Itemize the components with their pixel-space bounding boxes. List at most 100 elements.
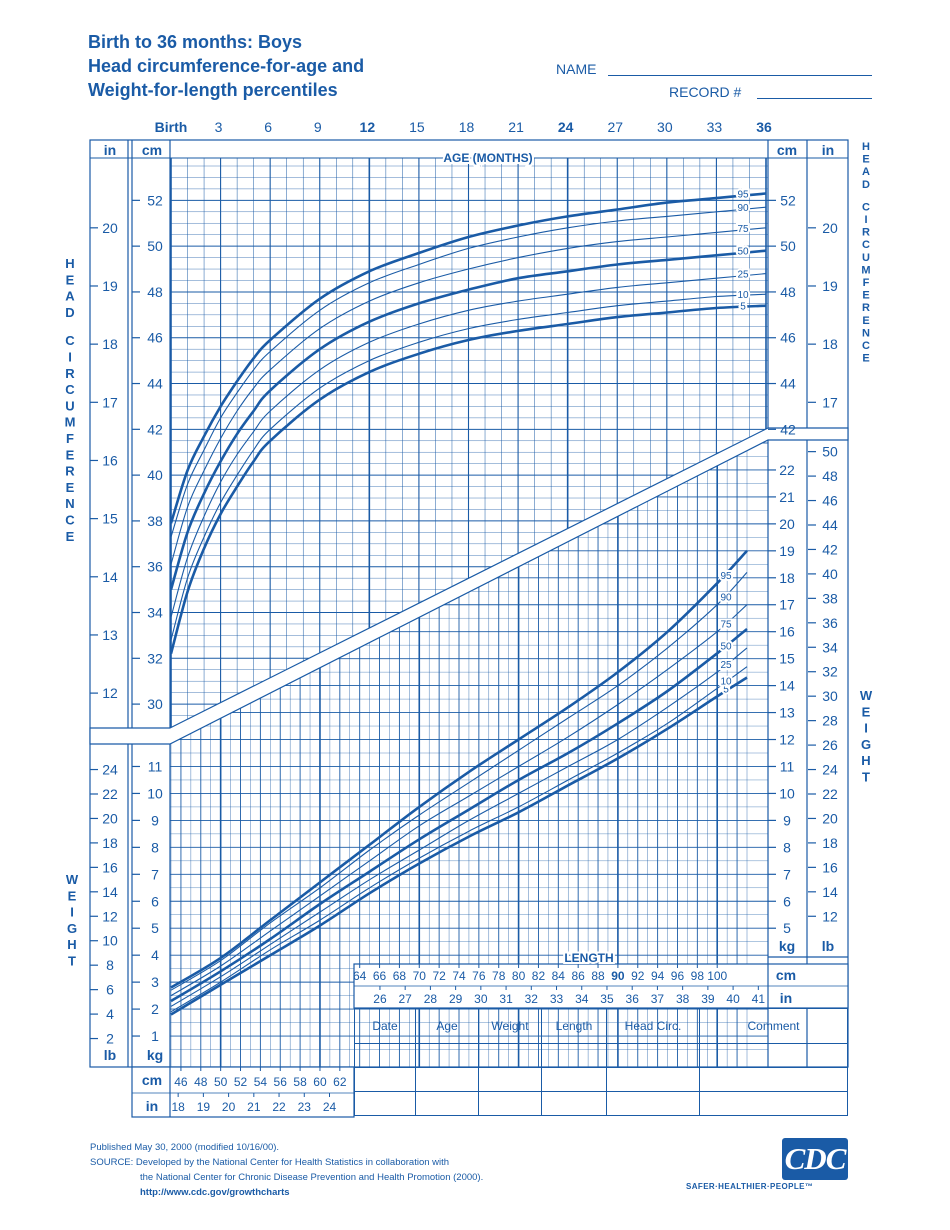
weight-lb-tick-right: 16 [822, 859, 838, 875]
hc-side-letter-right: I [864, 214, 867, 226]
hc-side-letter: A [65, 289, 75, 304]
hc-in-tick: 18 [102, 336, 118, 352]
length-in-tick: 40 [726, 992, 740, 1006]
hc-curve-p75 [170, 227, 767, 565]
weight-kg-tick-right: 14 [779, 678, 795, 694]
hc-side-letter-right: C [862, 239, 870, 251]
weight-kg-tick: 3 [151, 974, 159, 990]
hc-curve-p5 [169, 304, 767, 655]
title-line-2: Head circumference-for-age and [88, 56, 365, 76]
hc-side-letter: I [68, 350, 72, 365]
age-tick-label: 24 [558, 119, 574, 135]
record-table: Date Age Weight Length Head Circ. Commen… [354, 1008, 848, 1116]
footer-url[interactable]: http://www.cdc.gov/growthcharts [140, 1187, 290, 1198]
length-cm-tick: 100 [707, 969, 727, 983]
weight-kg-tick: 8 [151, 839, 159, 855]
weight-lb-tick-right: 50 [822, 444, 838, 460]
hc-side-letter-right: U [862, 252, 870, 264]
age-tick-label: 21 [508, 119, 524, 135]
hc-in-tick: 13 [102, 627, 118, 643]
weight-percentile-label: 25 [720, 660, 732, 671]
hc-in-tick-right: 20 [822, 220, 838, 236]
weight-lb-tick: 22 [102, 786, 118, 802]
length-in-tick: 41 [752, 992, 766, 1006]
region-divider [89, 427, 849, 745]
length-cm-tick: 76 [472, 969, 486, 983]
weight-lb-tick-right: 18 [822, 835, 838, 851]
record-field[interactable] [757, 98, 872, 99]
table-row[interactable] [354, 1067, 848, 1092]
hc-side-letter: F [66, 431, 74, 446]
hc-side-letter: N [65, 496, 74, 511]
hc-cm-tick: 50 [147, 238, 163, 254]
hc-in-tick: 14 [102, 569, 118, 585]
weight-lb-tick: 4 [106, 1006, 114, 1022]
col-age: Age [415, 1008, 479, 1044]
weight-percentile-label: 5 [723, 684, 729, 695]
weight-kg-tick-right: 5 [783, 920, 791, 936]
hc-in-tick-right: 19 [822, 278, 838, 294]
weight-lb-tick: 2 [106, 1031, 114, 1047]
length-axis-label: LENGTH [564, 951, 613, 965]
table-row[interactable] [354, 1091, 848, 1116]
hc-percentile-label: 95 [737, 189, 749, 200]
hc-cm-tick-right: 48 [780, 284, 796, 300]
age-tick-label: 12 [360, 119, 376, 135]
weight-kg-tick: 11 [148, 758, 163, 774]
cdc-tagline: SAFER·HEALTHIER·PEOPLE™ [686, 1182, 814, 1191]
weight-lb-tick-right: 20 [822, 810, 838, 826]
weight-kg-tick-right: 7 [783, 866, 791, 882]
weight-lb-tick-right: 30 [822, 688, 838, 704]
length-cm-tick: 68 [393, 969, 407, 983]
length-cm-tick: 74 [452, 969, 466, 983]
hc-cm-tick: 48 [147, 284, 163, 300]
weight-lb-tick-right: 32 [822, 664, 838, 680]
length-in-tick: 35 [600, 992, 614, 1006]
hc-in-tick-right: 18 [822, 336, 838, 352]
hc-side-letter-right: E [862, 353, 869, 365]
weight-lb-tick-right: 28 [822, 713, 838, 729]
hc-in-tick: 20 [102, 220, 118, 236]
weight-lb-tick-right: 22 [822, 786, 838, 802]
weight-side-letter-right: T [862, 770, 870, 785]
length-cm-tick: 96 [671, 969, 685, 983]
weight-lb-tick: 8 [106, 957, 114, 973]
hc-side-letter-right: A [862, 166, 870, 178]
weight-kg-tick: 7 [151, 866, 159, 882]
age-tick-label: 18 [459, 119, 475, 135]
hc-cm-unit: cm [142, 142, 162, 158]
cdc-logo: CDC [782, 1138, 848, 1180]
age-tick-label: 15 [409, 119, 425, 135]
weight-percentile-label: 75 [720, 620, 732, 631]
hc-cm-tick: 34 [147, 605, 163, 621]
record-header-row: Date Age Weight Length Head Circ. Commen… [354, 1008, 848, 1044]
age-tick-label: 33 [707, 119, 723, 135]
age-tick-label: 9 [314, 119, 322, 135]
hc-cm-tick: 44 [147, 376, 163, 392]
weight-lb-tick-right: 26 [822, 737, 838, 753]
footer-source-1: SOURCE: Developed by the National Center… [90, 1157, 450, 1168]
weight-side-letter: E [68, 888, 77, 903]
age-tick-label: 36 [756, 119, 772, 135]
weight-lb-tick-right: 46 [822, 493, 838, 509]
name-field[interactable] [608, 75, 872, 76]
hc-side-letter-right: M [861, 264, 870, 276]
hc-cm-tick-right: 50 [780, 238, 796, 254]
hc-cm-tick: 38 [147, 513, 163, 529]
weight-percentile-label: 90 [720, 593, 732, 604]
age-tick-label: 3 [215, 119, 223, 135]
weight-kg-tick-right: 22 [779, 462, 795, 478]
hc-side-letter: D [65, 305, 74, 320]
weight-curve-p25 [170, 647, 748, 1007]
hc-side-letter: R [65, 366, 75, 381]
footer-published: Published May 30, 2000 (modified 10/16/0… [90, 1142, 280, 1153]
length-cm-tick: 64 [353, 969, 367, 983]
table-row[interactable] [354, 1043, 848, 1068]
weight-kg-tick-right: 19 [779, 543, 795, 559]
weight-lb-tick-right: 44 [822, 517, 838, 533]
length-cm-tick: 94 [651, 969, 665, 983]
length-cm-tick: 78 [492, 969, 506, 983]
length-in-tick: 26 [373, 992, 387, 1006]
weight-lb-unit-right: lb [822, 938, 834, 954]
